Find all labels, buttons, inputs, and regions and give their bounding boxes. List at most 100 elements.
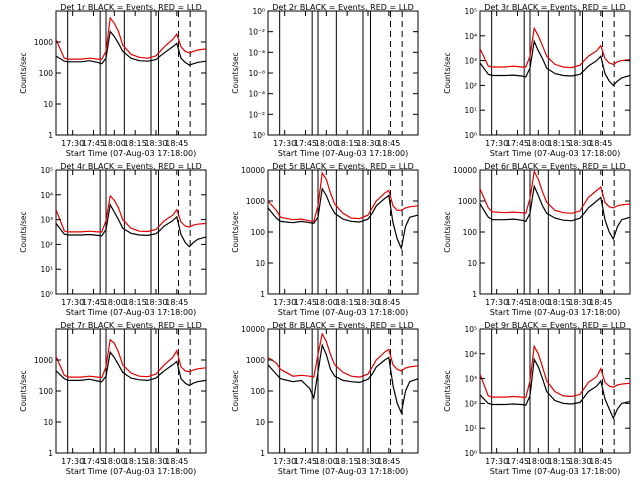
events-series-line [480, 39, 630, 87]
x-tick-label: 18:00 [527, 139, 550, 148]
x-tick-label: 18:00 [527, 457, 550, 466]
y-tick-label: 10⁻² [248, 28, 265, 37]
x-tick-label: 17:30 [485, 457, 508, 466]
x-tick-label: 17:30 [273, 298, 296, 307]
x-tick-label: 18:30 [356, 457, 379, 466]
x-tick-label: 18:15 [336, 298, 359, 307]
y-tick-label: 1 [260, 290, 265, 299]
events-series-line [56, 29, 206, 66]
y-tick-label: 10000 [453, 166, 477, 175]
lld-series-line [56, 338, 206, 379]
x-tick-label: 18:00 [103, 139, 126, 148]
y-tick-label: 1 [48, 131, 53, 140]
y-tick-label: 10⁵ [40, 166, 53, 175]
y-tick-label: 10⁰ [464, 449, 477, 458]
y-axis-label: Counts/sec [19, 370, 28, 411]
lld-series-line [480, 26, 630, 69]
y-tick-label: 10⁴ [40, 191, 53, 200]
plot-frame [267, 328, 419, 454]
x-tick-label: 17:30 [485, 298, 508, 307]
lld-series-line [268, 171, 418, 223]
x-tick-label: 18:30 [356, 139, 379, 148]
y-tick-label: 10 [467, 259, 477, 268]
y-tick-label: 10³ [464, 57, 477, 66]
x-tick-label: 18:15 [336, 457, 359, 466]
chart-title: Det 9r BLACK = Events, RED = LLD [484, 321, 626, 330]
y-tick-label: 10⁰ [252, 7, 265, 16]
x-tick-label: 18:15 [124, 139, 147, 148]
x-tick-label: 18:30 [356, 298, 379, 307]
x-tick-label: 17:45 [82, 298, 105, 307]
x-tick-label: 18:30 [144, 457, 167, 466]
y-axis-label: Counts/sec [231, 52, 240, 93]
x-tick-label: 18:30 [568, 457, 591, 466]
y-tick-label: 1000 [458, 197, 477, 206]
x-tick-label: 18:45 [377, 298, 400, 307]
y-tick-label: 10⁻⁶ [248, 69, 265, 78]
y-tick-label: 10⁴ [464, 32, 477, 41]
y-tick-label: 10⁻⁴ [248, 48, 265, 57]
x-tick-label: 18:00 [103, 298, 126, 307]
lld-series-line [268, 332, 418, 378]
y-axis-label: Counts/sec [231, 370, 240, 411]
x-tick-label: 18:45 [165, 139, 188, 148]
x-axis-label: Start Time (07-Aug-03 17:18:00) [278, 467, 409, 476]
x-axis-label: Start Time (07-Aug-03 17:18:00) [278, 149, 409, 158]
y-axis-label: Counts/sec [443, 52, 452, 93]
y-tick-label: 1 [260, 449, 265, 458]
y-tick-label: 10⁻⁴ [248, 90, 265, 99]
x-tick-label: 17:30 [485, 139, 508, 148]
x-tick-label: 17:45 [506, 457, 529, 466]
lld-series-line [480, 344, 630, 399]
lld-series-line [56, 16, 206, 60]
x-tick-label: 18:15 [124, 457, 147, 466]
lld-series-line [56, 194, 206, 233]
y-tick-label: 100 [39, 69, 54, 78]
chart-title: Det 8r BLACK = Events, RED = LLD [272, 321, 414, 330]
x-tick-label: 18:15 [548, 298, 571, 307]
y-tick-label: 10⁰ [40, 290, 53, 299]
x-tick-label: 17:30 [273, 139, 296, 148]
chart-title: Det 3r BLACK = Events, RED = LLD [484, 3, 626, 12]
y-tick-label: 10⁰ [252, 131, 265, 140]
y-tick-label: 100 [251, 228, 266, 237]
x-axis-label: Start Time (07-Aug-03 17:18:00) [66, 308, 197, 317]
plot-frame [55, 328, 207, 454]
y-tick-label: 10 [43, 418, 53, 427]
y-tick-label: 1000 [246, 197, 265, 206]
x-tick-label: 18:00 [315, 298, 338, 307]
x-tick-label: 18:45 [377, 457, 400, 466]
x-axis-label: Start Time (07-Aug-03 17:18:00) [490, 308, 621, 317]
y-axis-label: Counts/sec [443, 211, 452, 252]
y-tick-label: 10⁵ [464, 7, 477, 16]
y-tick-label: 10¹ [464, 106, 477, 115]
chart-title: Det 5r BLACK = Events, RED = LLD [272, 162, 414, 171]
x-tick-label: 17:30 [61, 139, 84, 148]
x-tick-label: 17:30 [273, 457, 296, 466]
x-axis-label: Start Time (07-Aug-03 17:18:00) [66, 467, 197, 476]
x-tick-label: 18:00 [527, 298, 550, 307]
y-tick-label: 10² [464, 81, 477, 90]
x-tick-label: 17:30 [61, 298, 84, 307]
y-tick-label: 10 [255, 259, 265, 268]
y-tick-label: 10⁰ [464, 131, 477, 140]
x-axis-label: Start Time (07-Aug-03 17:18:00) [490, 467, 621, 476]
chart-title: Det 1r BLACK = Events, RED = LLD [60, 3, 202, 12]
y-axis-label: Counts/sec [231, 211, 240, 252]
y-tick-label: 10⁵ [464, 325, 477, 334]
x-tick-label: 18:30 [144, 298, 167, 307]
y-tick-label: 10³ [40, 216, 53, 225]
y-axis-label: Counts/sec [19, 211, 28, 252]
x-tick-label: 18:45 [165, 457, 188, 466]
plot-frame [479, 169, 631, 295]
y-tick-label: 1 [48, 449, 53, 458]
x-tick-label: 18:00 [103, 457, 126, 466]
x-axis-label: Start Time (07-Aug-03 17:18:00) [490, 149, 621, 158]
x-tick-label: 17:45 [506, 139, 529, 148]
